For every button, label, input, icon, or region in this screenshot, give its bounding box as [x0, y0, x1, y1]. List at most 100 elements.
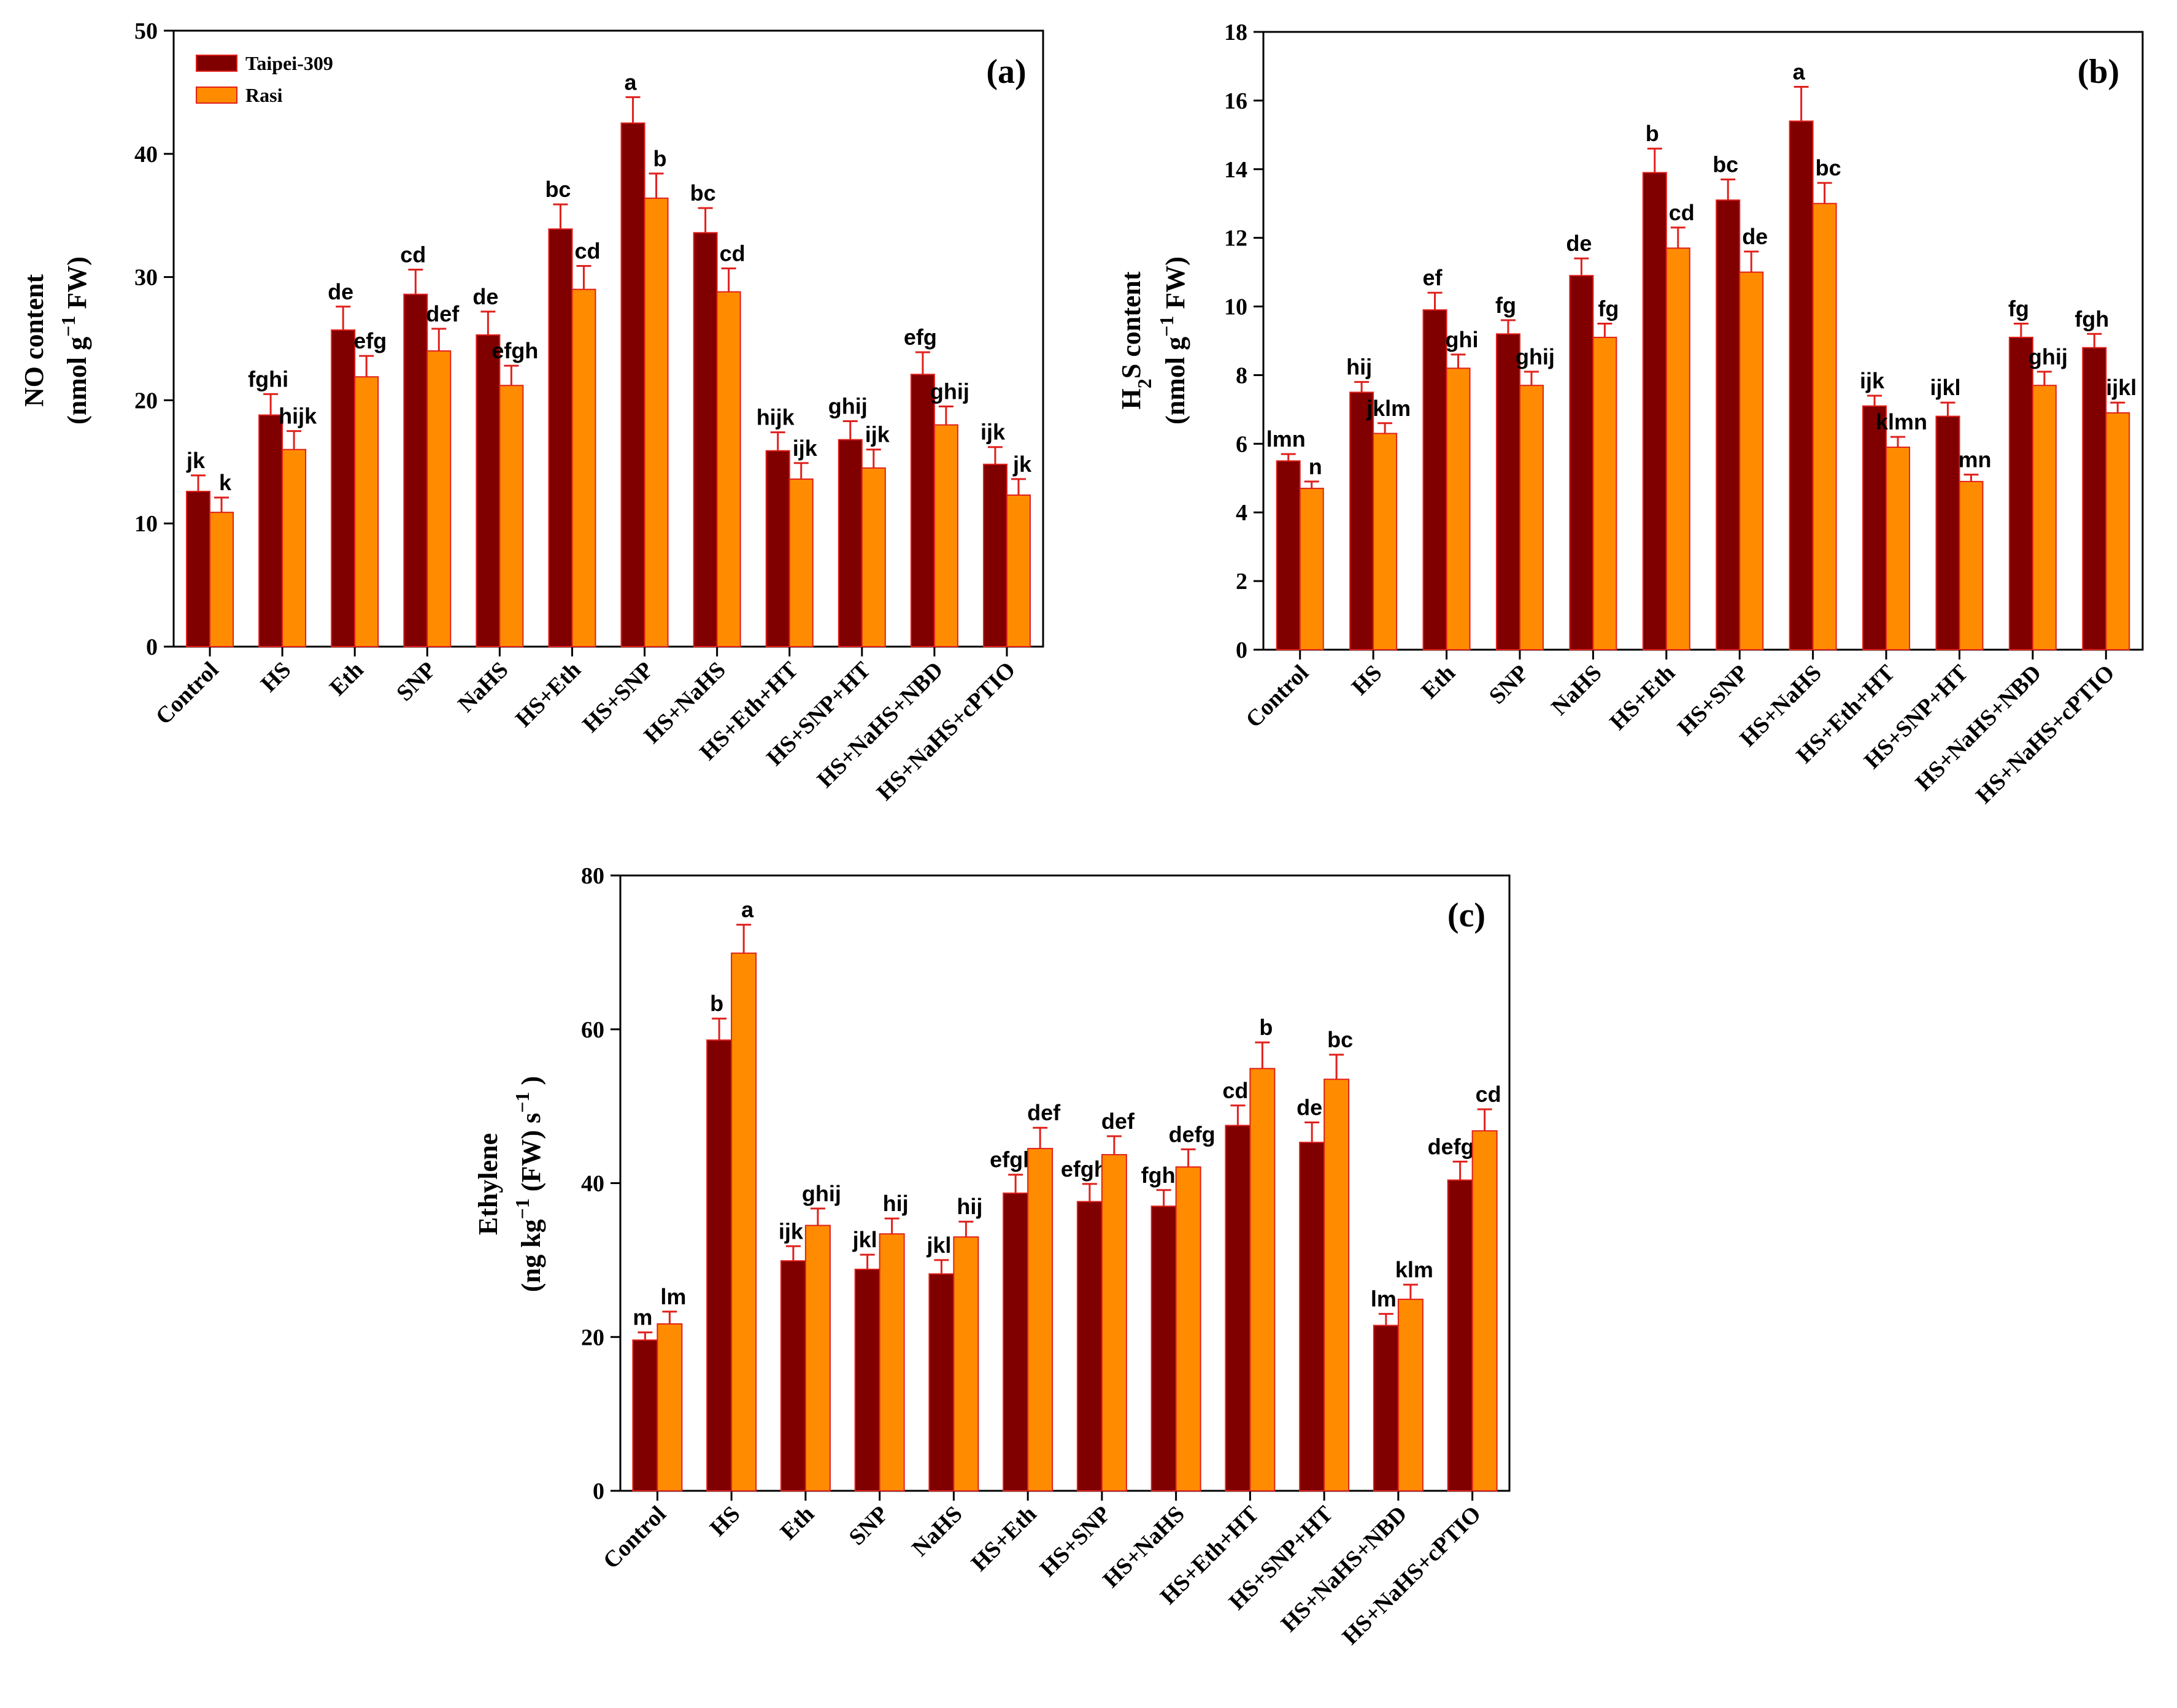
chart-panel-3: 020406080mlmControlbaHSijkghijEthjklhijS…	[473, 863, 1511, 1650]
bar-rasi	[1471, 1130, 1498, 1491]
bar-taipei-309	[1299, 1142, 1325, 1491]
bar-taipei-309	[620, 122, 645, 648]
y-tick-label: 4	[1236, 500, 1247, 526]
y-tick-label: 0	[146, 634, 158, 660]
significance-letter: hij	[957, 1194, 982, 1219]
significance-letter: b	[653, 146, 667, 171]
significance-letter: fghi	[1141, 1163, 1182, 1188]
significance-letter: b	[1259, 1015, 1273, 1040]
bar-rasi	[499, 385, 524, 648]
y-axis-title-sub: 2	[1133, 379, 1155, 388]
bar-taipei-309	[1789, 120, 1814, 650]
y-axis-unit-part: )	[516, 1076, 546, 1092]
bar-rasi	[879, 1233, 905, 1492]
x-category-label: HS+Eth	[1605, 660, 1680, 736]
bar-rasi	[2032, 385, 2057, 650]
y-axis-unit-sup: −1	[511, 1092, 533, 1113]
y-tick-label: 10	[1224, 294, 1247, 320]
bar-rasi	[1101, 1154, 1127, 1491]
significance-letter: defg	[1169, 1121, 1216, 1147]
y-axis-title: H2S content	[1116, 271, 1155, 409]
significance-letter: bc	[1327, 1027, 1353, 1052]
x-category-label: NaHS	[453, 657, 513, 717]
y-axis-unit-part: (FW) s	[516, 1113, 546, 1198]
significance-letter: de	[328, 279, 353, 304]
y-tick-label: 14	[1224, 157, 1247, 183]
significance-letter: ijkl	[2106, 375, 2137, 400]
significance-letter: cd	[1476, 1082, 1501, 1107]
x-category-label: Eth	[1416, 660, 1460, 704]
significance-letter: de	[1297, 1094, 1322, 1120]
bar-taipei-309	[1569, 275, 1594, 650]
significance-letter: jk	[186, 448, 206, 473]
y-axis-unit-part: FW)	[62, 256, 92, 316]
x-category-label: HS	[705, 1501, 746, 1542]
y-axis-unit: (nmol g−1 FW)	[57, 256, 92, 425]
bar-rasi	[1886, 446, 1911, 651]
bar-rasi	[933, 424, 958, 647]
bar-taipei-309	[1447, 1179, 1473, 1491]
significance-letter: jk	[1012, 452, 1032, 477]
significance-letter: ijk	[779, 1218, 804, 1244]
significance-letter: bc	[545, 177, 571, 202]
significance-letter: fg	[1598, 296, 1619, 321]
bar-taipei-309	[548, 228, 573, 647]
bar-taipei-309	[476, 334, 501, 647]
chart-panel-1: 01020304050jkkControlfghihijkHSdeefgEthc…	[19, 18, 1044, 806]
significance-letter: hij	[1346, 355, 1372, 380]
x-category-label: HS+NaHS+cPTIO	[872, 657, 1020, 806]
x-category-label: Control	[598, 1501, 671, 1574]
y-tick-label: 16	[1224, 88, 1247, 114]
significance-letter: k	[219, 470, 232, 495]
bar-rasi	[1175, 1166, 1201, 1491]
legend-label-taipei-309: Taipei-309	[245, 52, 333, 74]
bar-rasi	[1027, 1148, 1054, 1492]
x-category-label: HS+NaHS+NBD	[812, 657, 949, 793]
bar-rasi	[1373, 433, 1398, 650]
bar-taipei-309	[258, 414, 283, 647]
x-category-label: Eth	[776, 1501, 820, 1545]
x-category-label: HS+NaHS+cPTIO	[1338, 1501, 1486, 1650]
y-axis-title-part: H	[1116, 388, 1146, 409]
panel-label: (b)	[2078, 53, 2119, 91]
significance-letter: klm	[1395, 1257, 1433, 1282]
bar-taipei-309	[1150, 1206, 1177, 1492]
bar-rasi	[1519, 385, 1544, 650]
y-axis-unit: (nmol g−1 FW)	[1155, 256, 1190, 425]
bar-rasi	[731, 952, 757, 1492]
bar-taipei-309	[186, 490, 211, 647]
x-category-label: NaHS	[1546, 660, 1606, 720]
bar-taipei-309	[928, 1273, 955, 1491]
y-tick-label: 0	[593, 1479, 604, 1504]
x-category-label: HS	[256, 657, 296, 698]
bar-taipei-309	[1349, 391, 1374, 651]
x-category-label: HS+NaHS+NBD	[1911, 660, 2047, 796]
y-tick-label: 40	[134, 142, 158, 167]
bar-taipei-309	[1862, 405, 1887, 650]
bar-taipei-309	[1373, 1325, 1399, 1492]
bar-rasi	[1665, 247, 1690, 650]
significance-letter: b	[710, 991, 723, 1016]
bar-rasi	[1397, 1298, 1424, 1491]
x-category-label: Control	[1241, 660, 1314, 733]
bar-rasi	[282, 448, 307, 647]
significance-letter: ef	[1423, 265, 1443, 290]
significance-letter: ghij	[828, 394, 868, 419]
bar-rasi	[953, 1236, 979, 1491]
y-axis-title-part: S content	[1116, 271, 1146, 379]
significance-letter: de	[472, 284, 498, 309]
x-category-label: SNP	[391, 657, 441, 706]
significance-letter: efg	[904, 325, 937, 350]
significance-letter: ghij	[802, 1181, 841, 1206]
bar-rasi	[861, 467, 886, 648]
bar-taipei-309	[1716, 199, 1741, 650]
x-category-label: SNP	[1484, 660, 1533, 709]
panel-label: (a)	[986, 53, 1026, 91]
x-category-label: NaHS	[907, 1501, 967, 1561]
significance-letter: cd	[1222, 1078, 1248, 1103]
y-tick-label: 20	[134, 388, 158, 414]
bar-rasi	[1006, 494, 1031, 647]
y-tick-label: 20	[581, 1325, 604, 1350]
significance-letter: ijkl	[1930, 375, 1960, 400]
significance-letter: def	[1101, 1109, 1135, 1134]
